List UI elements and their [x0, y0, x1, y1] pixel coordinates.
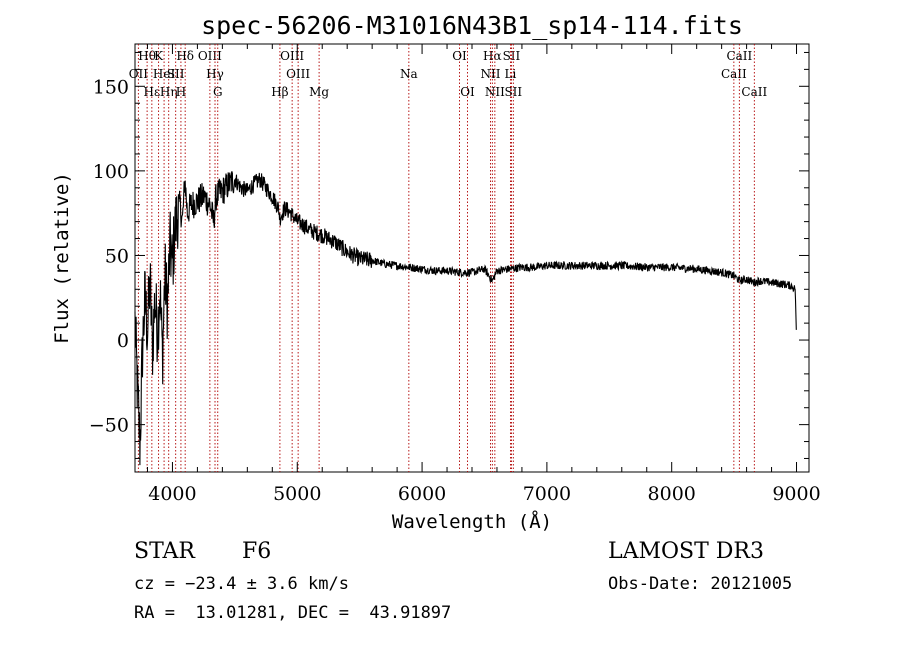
line-label-18: OI: [460, 85, 475, 99]
y-axis-label: Flux (relative): [51, 172, 73, 344]
survey-label: LAMOST DR3: [608, 539, 764, 564]
line-label-20: NII: [480, 67, 500, 81]
x-tick-label-2: 6000: [398, 483, 446, 505]
x-tick-label-4: 8000: [648, 483, 696, 505]
obs-date-text: Obs-Date: 20121005: [608, 574, 793, 594]
line-label-6: SII: [167, 67, 185, 81]
line-label-21: NII: [485, 85, 505, 99]
x-tick-label-5: 9000: [772, 483, 820, 505]
line-label-16: Na: [400, 67, 418, 81]
line-label-15: Mg: [309, 85, 329, 99]
line-label-19: Hα: [483, 49, 502, 63]
x-axis-label: Wavelength (Å): [392, 510, 552, 533]
axis-ticks: 4000 5000 6000 7000 8000 9000 −50 0 50 100 150: [89, 44, 821, 505]
x-tick-label-0: 4000: [148, 483, 196, 505]
y-tick-label-4: 150: [93, 76, 129, 98]
line-label-1: OII: [129, 67, 149, 81]
line-label-23: Li: [505, 67, 517, 81]
line-label-24: SII: [504, 85, 522, 99]
line-label-13: OIII: [280, 49, 304, 63]
line-label-12: Hβ: [271, 85, 288, 99]
x-tick-label-3: 7000: [523, 483, 571, 505]
redshift-text: cz = −23.4 ± 3.6 km/s: [134, 574, 349, 594]
line-label-11: G: [213, 85, 223, 99]
line-label-27: CaII: [741, 85, 767, 99]
y-tick-label-2: 50: [105, 245, 129, 267]
line-label-8: Hδ: [176, 49, 194, 63]
x-tick-label-1: 5000: [273, 483, 321, 505]
class-label: STAR: [134, 539, 195, 564]
chart-title: spec-56206-M31016N43B1_sp14-114.fits: [201, 11, 743, 40]
line-label-25: CaII: [721, 67, 747, 81]
line-label-3: K: [154, 49, 164, 63]
line-label-26: CaII: [726, 49, 752, 63]
subclass-label: F6: [242, 539, 272, 564]
plot-frame: [134, 43, 810, 473]
line-label-9: OIII: [198, 49, 222, 63]
line-label-17: OI: [452, 49, 467, 63]
line-label-14: OIII: [286, 67, 310, 81]
line-label-7: H: [176, 85, 186, 99]
spectrum-series-line: [134, 171, 797, 466]
line-label-2: Hε: [144, 85, 161, 99]
y-tick-label-3: 100: [93, 161, 129, 183]
line-label-4: Hη: [160, 85, 178, 99]
y-tick-label-1: 0: [117, 330, 129, 352]
line-label-22: SII: [503, 49, 521, 63]
line-label-5: HeI: [153, 67, 176, 81]
line-label-10: Hγ: [206, 67, 224, 81]
coordinates-text: RA = 13.01281, DEC = 43.91897: [134, 603, 452, 623]
y-tick-label-0: −50: [89, 415, 129, 437]
